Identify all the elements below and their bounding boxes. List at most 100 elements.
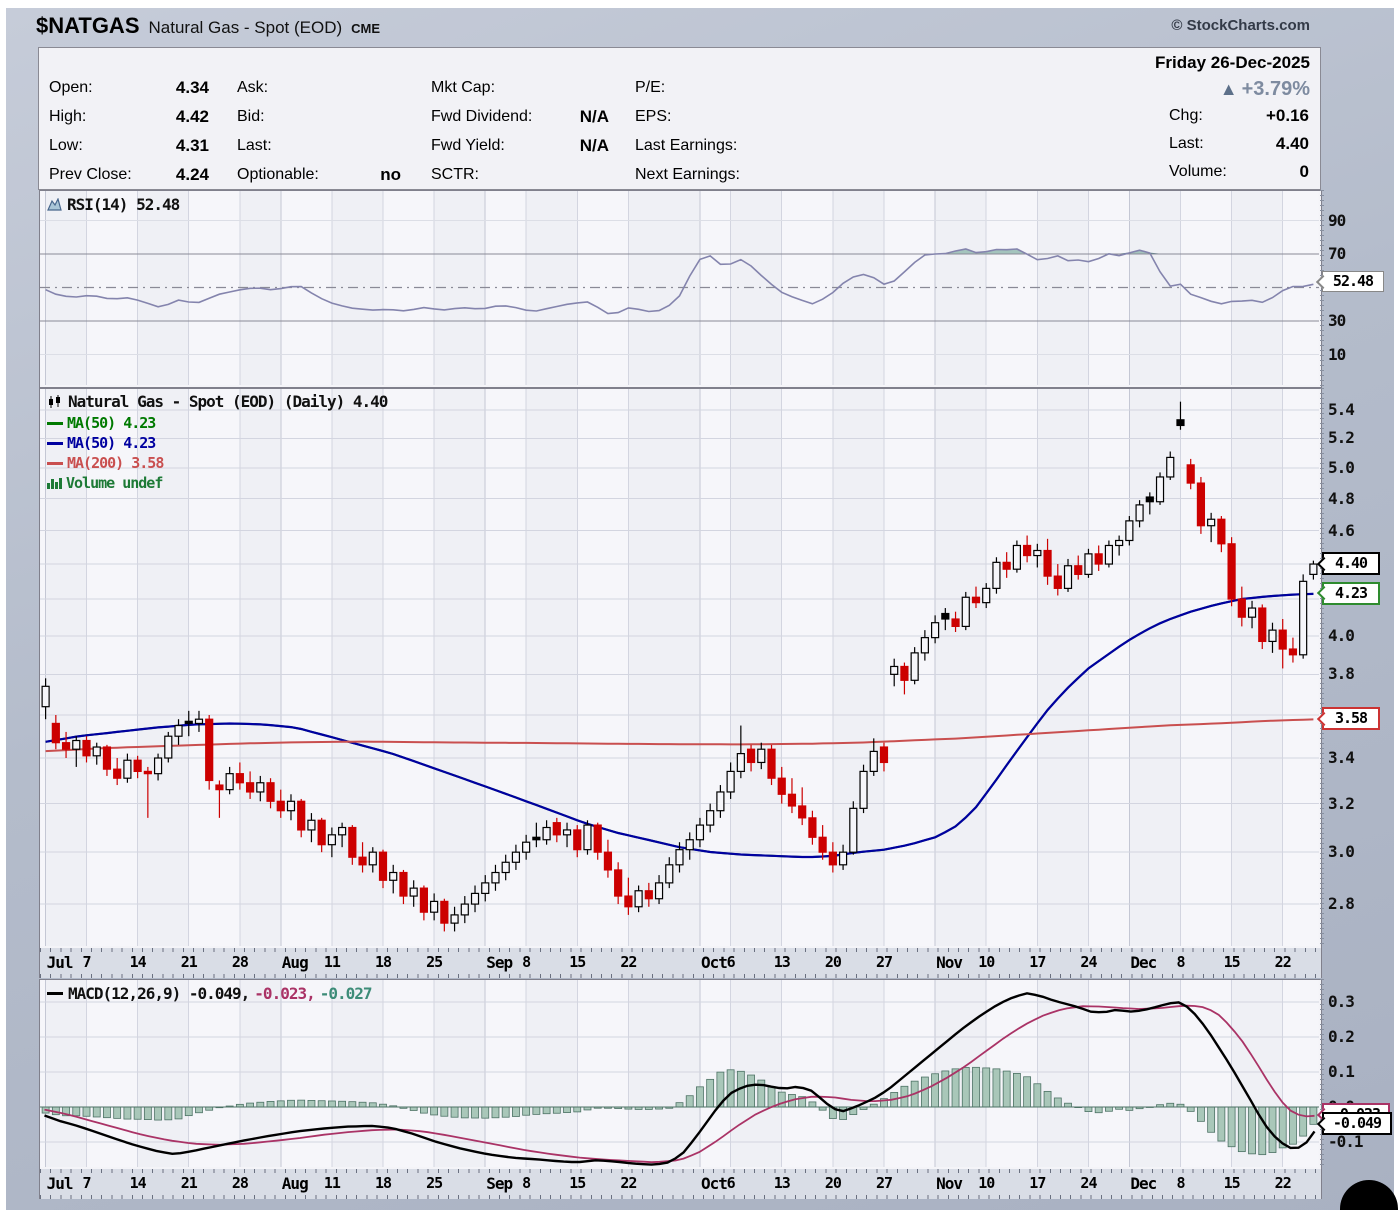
percent-change-value: +3.79%	[1241, 78, 1310, 100]
legend-row: MA(50) 4.23	[47, 433, 163, 453]
x-tick-label: 17	[1029, 953, 1046, 971]
rsi-axis-tick: 70	[1328, 244, 1346, 263]
rsi-chart	[40, 191, 1319, 385]
quote-value: N/A	[579, 107, 609, 126]
macd-label-signal: -0.023,	[254, 984, 315, 1003]
quote-label: Mkt Cap:	[431, 79, 496, 96]
macd-label-hist: -0.027	[319, 984, 373, 1003]
x-axis-band-bottom: Jul 7 14 21 28 Aug 11 18 25 Sep 8 15 22 Oct 6 13 20 27 Nov…	[39, 1169, 1322, 1199]
price-axis-tick: 5.4	[1328, 399, 1355, 419]
rsi-axis-tick: 10	[1328, 344, 1346, 364]
quote-summary-box: Friday 26-Dec-2025 ▲ +3.79% Open: 4.34 Hig…	[38, 47, 1321, 190]
macd-chart	[40, 980, 1319, 1167]
x-tick-label: 11	[323, 953, 341, 971]
x-tick-label: 11	[323, 1174, 341, 1192]
x-tick-label: 10	[978, 1174, 995, 1192]
x-tick-label: Jul	[46, 1174, 74, 1193]
price-axis-tick: 3.0	[1328, 842, 1355, 862]
percent-change-row: ▲ +3.79%	[1220, 78, 1310, 101]
quote-right-value: +0.16	[1265, 106, 1309, 125]
candlestick-icon	[49, 394, 60, 408]
quote-label: SCTR:	[431, 166, 479, 183]
ma-line-icon	[47, 461, 63, 465]
value-tag--0.049: -0.049	[1322, 1112, 1392, 1136]
quote-value: N/A	[579, 136, 609, 155]
x-tick-label: 13	[773, 1174, 791, 1192]
volume-bars-icon	[47, 477, 62, 489]
quote-label: Open:	[49, 79, 93, 96]
x-tick-label: 24	[1080, 1174, 1097, 1192]
price-axis-tick: 4.6	[1328, 520, 1355, 540]
x-tick-label: 8	[1176, 1174, 1185, 1192]
value-tag-3.58: 3.58	[1322, 707, 1380, 731]
x-tick-label: 20	[824, 1174, 842, 1192]
quote-label: Prev Close:	[49, 166, 132, 183]
macd-axis-ruler	[1320, 979, 1324, 1168]
legend-text: MA(50) 4.23	[67, 414, 156, 432]
quote-date: Friday 26-Dec-2025	[1155, 53, 1310, 72]
price-axis-tick: 5.0	[1328, 457, 1355, 477]
x-tick-label: 24	[1080, 953, 1097, 971]
rsi-axis-tick: 30	[1328, 311, 1346, 330]
x-tick-label: 8	[522, 953, 531, 971]
rsi-label: RSI(14) 52.48	[67, 195, 180, 214]
rsi-indicator-icon	[47, 198, 62, 211]
x-tick-label: 15	[569, 1174, 586, 1192]
price-axis-tick: 3.8	[1328, 664, 1355, 684]
x-tick-label: 22	[1274, 1174, 1292, 1192]
x-tick-label: Oct	[700, 953, 728, 972]
quote-value: 4.31	[175, 136, 209, 155]
price-axis-tick: 3.2	[1328, 793, 1355, 813]
x-tick-label: 17	[1029, 1174, 1046, 1192]
x-tick-label: 15	[1223, 953, 1241, 971]
quote-right-label: Chg:	[1169, 107, 1203, 124]
quote-right-value: 4.40	[1275, 134, 1309, 153]
quote-right-label: Volume:	[1169, 163, 1227, 180]
x-tick-label: 6	[726, 1174, 736, 1192]
ticker-symbol: $NATGAS	[36, 13, 140, 38]
quote-label: Optionable:	[237, 166, 319, 183]
x-tick-label: 18	[374, 1174, 392, 1192]
legend-text: Volume undef	[66, 474, 163, 492]
quote-label: Next Earnings:	[635, 166, 740, 183]
quote-label: P/E:	[635, 79, 666, 96]
legend-text: MA(50) 4.23	[67, 434, 156, 452]
x-tick-label: 15	[569, 953, 586, 971]
value-tag-4.40: 4.40	[1322, 552, 1380, 576]
x-tick-label: 25	[426, 953, 443, 971]
quote-label: Fwd Yield:	[431, 137, 505, 154]
x-tick-label: 14	[129, 953, 147, 971]
x-tick-label: 15	[1223, 1174, 1241, 1192]
rsi-panel: RSI(14) 52.48	[39, 190, 1322, 388]
quote-label: Last Earnings:	[635, 137, 738, 154]
x-tick-label: 13	[773, 953, 791, 971]
x-tick-label: 27	[875, 1174, 893, 1192]
x-tick-label: 14	[129, 1174, 147, 1192]
macd-axis-tick: 0.2	[1328, 1027, 1355, 1046]
quote-label: Last:	[237, 137, 272, 154]
x-tick-label: Oct	[700, 1174, 728, 1193]
price-legend-title: Natural Gas - Spot (EOD) (Daily) 4.40	[68, 392, 388, 411]
x-tick-label: Nov	[936, 1174, 963, 1193]
x-tick-label: Jul	[46, 953, 74, 972]
x-tick-label: Dec	[1130, 1174, 1157, 1193]
x-tick-label: Sep	[486, 953, 513, 972]
price-chart	[40, 389, 1319, 946]
macd-axis-tick: 0.3	[1328, 992, 1355, 1011]
x-tick-label: Dec	[1130, 953, 1157, 972]
quote-label: High:	[49, 108, 87, 125]
x-tick-label: 7	[82, 1174, 91, 1192]
stockcharts-logo-link[interactable]: © StockCharts.com	[1171, 17, 1310, 34]
quote-value: 4.24	[175, 165, 209, 184]
ma-line-icon	[47, 421, 63, 425]
quote-value: 4.34	[175, 78, 209, 97]
x-tick-label: 8	[522, 1174, 531, 1192]
x-tick-label: 21	[180, 953, 198, 971]
x-axis-band-main: Jul 7 14 21 28 Aug 11 18 25 Sep 8 15 22 Oct 6 13 20 27 Nov…	[39, 948, 1322, 978]
value-tag-52.48: 52.48	[1322, 271, 1384, 293]
x-tick-label: 28	[231, 953, 249, 971]
price-legend-rows: MA(50) 4.23 MA(50) 4.23 MA(200) 3.58 Volume…	[47, 413, 164, 493]
macd-legend: MACD(12,26,9) -0.049, -0.023, -0.027	[47, 984, 373, 1003]
legend-row: MA(200) 3.58	[47, 453, 164, 473]
